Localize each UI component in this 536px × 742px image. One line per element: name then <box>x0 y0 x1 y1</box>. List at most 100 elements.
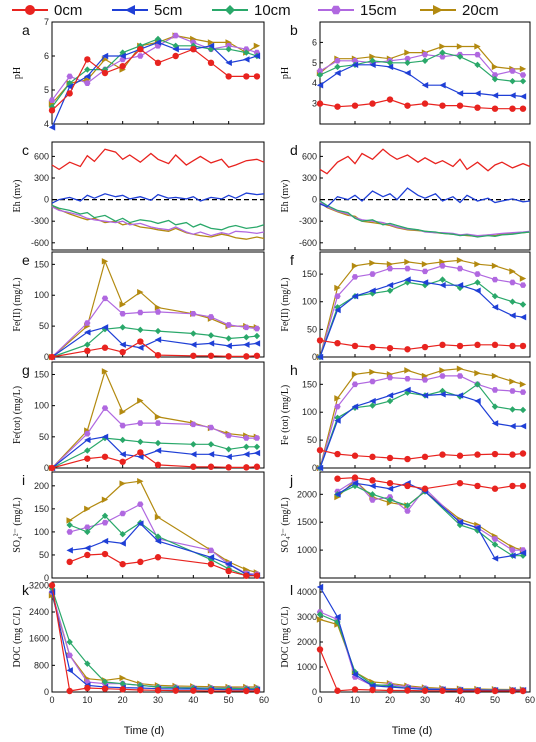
data-point-5cm <box>207 554 215 561</box>
data-point-10cm <box>243 49 250 56</box>
data-point-15cm <box>101 519 109 526</box>
panel-letter: b <box>290 22 298 38</box>
data-point-0cm <box>351 686 359 693</box>
y-tick-label: 100 <box>34 290 49 300</box>
x-tick-label: 50 <box>490 695 500 705</box>
data-point-0cm <box>154 687 162 694</box>
legend-item: 5cm <box>112 2 182 19</box>
data-point-10cm <box>404 59 411 66</box>
panel-letter: k <box>22 582 30 598</box>
panel-letter: f <box>290 252 294 268</box>
y-tick-label: 0 <box>44 195 49 205</box>
data-point-5cm <box>154 336 162 343</box>
y-axis-label: Fe(II) (mg/L) <box>280 277 291 331</box>
y-tick-label: 5 <box>44 85 49 95</box>
legend-marker <box>25 5 35 15</box>
y-axis-label: Fe (tot) (mg/L) <box>280 385 291 446</box>
x-tick-label: 60 <box>525 695 535 705</box>
data-point-5cm <box>369 482 376 490</box>
y-axis-label: DOC (mg C/L) <box>12 606 23 667</box>
data-point-5cm <box>456 519 464 526</box>
legend-marker <box>433 5 443 15</box>
data-point-15cm <box>190 311 197 317</box>
data-point-20cm <box>334 395 341 402</box>
y-tick-label: 50 <box>39 432 49 442</box>
y-tick-label: 3000 <box>297 612 317 622</box>
series-line-15cm <box>51 206 265 237</box>
legend-marker <box>331 5 341 15</box>
y-tick-label: 50 <box>307 324 317 334</box>
data-point-5cm <box>316 353 324 361</box>
data-point-20cm <box>474 369 481 377</box>
data-point-0cm <box>316 446 324 454</box>
y-tick-label: 0 <box>312 352 317 362</box>
y-tick-label: 2400 <box>29 607 49 617</box>
data-point-10cm <box>101 678 109 686</box>
data-point-5cm <box>207 340 215 347</box>
data-point-0cm <box>84 56 91 63</box>
data-point-20cm <box>207 39 215 46</box>
legend-label: 20cm <box>462 2 499 19</box>
data-point-20cm <box>491 262 499 270</box>
data-point-15cm <box>351 58 359 64</box>
data-point-0cm <box>369 343 376 351</box>
y-tick-label: 150 <box>302 379 317 389</box>
data-point-15cm <box>190 39 197 46</box>
data-point-10cm <box>386 287 394 294</box>
data-point-5cm <box>404 69 411 77</box>
data-point-20cm <box>316 616 324 623</box>
data-point-5cm <box>190 451 197 458</box>
data-point-0cm <box>225 687 232 695</box>
data-point-0cm <box>84 684 91 692</box>
data-point-0cm <box>334 450 341 458</box>
data-point-0cm <box>84 455 91 462</box>
data-point-0cm <box>334 103 341 110</box>
data-point-20cm <box>154 513 162 521</box>
y-tick-label: 100 <box>302 297 317 307</box>
data-point-0cm <box>491 105 499 112</box>
y-axis-label: Eh (mv) <box>12 179 23 212</box>
data-point-5cm <box>519 314 527 321</box>
y-tick-label: 600 <box>302 151 317 161</box>
legend-marker <box>225 5 235 15</box>
data-point-0cm <box>519 342 527 350</box>
y-tick-label: 100 <box>302 407 317 417</box>
data-point-5cm <box>334 613 341 621</box>
data-point-20cm <box>253 42 261 49</box>
data-point-10cm <box>439 49 446 56</box>
series-line-5cm <box>319 389 523 469</box>
data-point-15cm <box>243 324 250 331</box>
chart-panel-b: b pH 3 4 5 6 <box>280 21 531 125</box>
y-tick-label: 1600 <box>29 634 49 644</box>
data-point-0cm <box>386 687 394 694</box>
series-line-20cm <box>69 480 258 574</box>
x-tick-label: 20 <box>118 695 128 705</box>
data-point-0cm <box>369 453 376 461</box>
data-point-15cm <box>404 508 411 514</box>
data-point-0cm <box>207 560 215 568</box>
data-point-5cm <box>509 552 516 559</box>
data-point-10cm <box>369 402 376 409</box>
series-line-20cm <box>51 595 257 688</box>
data-point-10cm <box>154 533 162 540</box>
panel-letter: e <box>22 252 30 268</box>
data-point-10cm <box>119 531 126 538</box>
data-point-0cm <box>519 687 527 695</box>
series-line-20cm <box>51 369 257 469</box>
data-point-0cm <box>456 342 464 350</box>
data-point-5cm <box>225 342 232 350</box>
data-point-0cm <box>456 102 464 109</box>
data-point-0cm <box>456 479 464 487</box>
data-point-15cm <box>439 373 446 379</box>
data-point-15cm <box>386 374 394 381</box>
data-point-0cm <box>207 352 215 359</box>
data-point-10cm <box>491 293 499 300</box>
data-point-0cm <box>386 96 394 103</box>
legend-label: 0cm <box>54 2 82 19</box>
data-point-0cm <box>386 344 394 352</box>
data-point-15cm <box>474 51 481 58</box>
chart-panel-f: f Fe(II) (mg/L) 0 50 100 150 <box>280 251 531 362</box>
data-point-5cm <box>119 52 126 60</box>
y-axis-label: DOC (mg C/L) <box>280 606 291 667</box>
y-tick-label: 6 <box>44 51 49 61</box>
